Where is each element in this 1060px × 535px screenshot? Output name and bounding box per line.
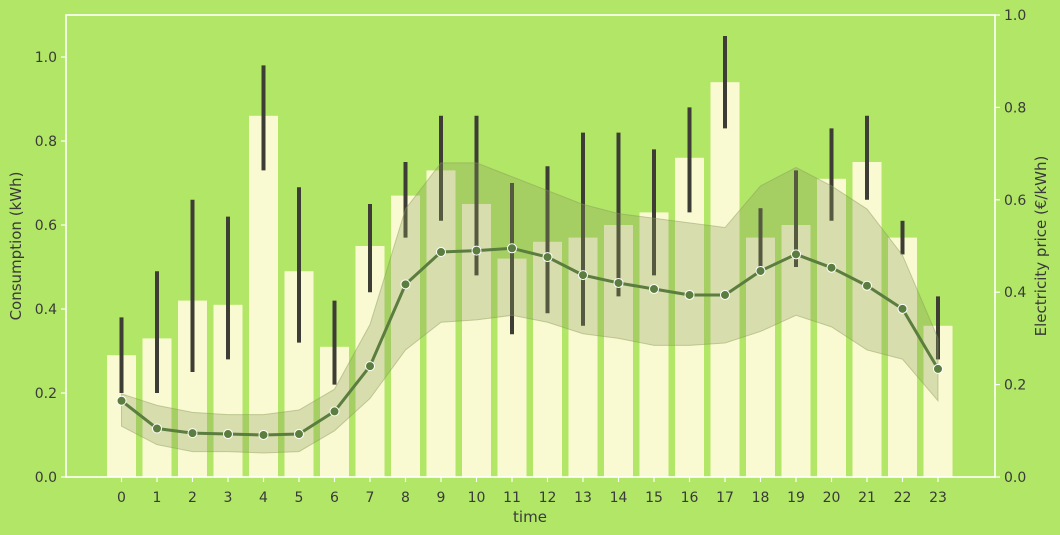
bar [426,170,456,477]
bar [817,178,846,478]
price-point [400,279,411,290]
y2-tick-label: 0.4 [1004,285,1026,301]
y-tick-label: 0.6 [35,218,57,234]
x-tick-label: 13 [574,490,592,506]
x-axis-label: time [513,508,547,526]
bar [852,162,882,477]
x-tick-label: 23 [929,490,947,506]
price-line [120,246,940,437]
y2-tick-label: 0.2 [1004,378,1026,394]
price-point [294,429,304,440]
x-tick-label: 18 [752,490,770,506]
y-tick-label: 0.2 [35,386,57,402]
y-tick-label: 0.4 [35,302,57,318]
price-point [684,289,695,300]
bar [710,82,740,477]
x-tick-label: 10 [468,490,486,506]
x-tick-label: 12 [539,490,557,506]
price-point [613,277,624,288]
x-axis: 0 1 2 3 4 5 6 7 8 9 10 11 12 13 14 15 16 17 18 19 20 21 22 23 [117,477,947,506]
x-tick-label: 4 [259,490,268,506]
x-tick-label: 17 [716,490,734,506]
x-tick-label: 21 [858,490,876,506]
y-axis-label-right: Electricity price (€/kWh) [1032,156,1050,337]
bar [888,237,917,477]
x-tick-label: 19 [787,490,805,506]
y-axis-left: 0.0 0.2 0.4 0.6 0.8 1.0 [35,50,66,486]
x-tick-label: 20 [823,490,841,506]
y2-tick-label: 1.0 [1004,8,1026,24]
price-point [755,265,766,276]
x-tick-label: 14 [610,490,628,506]
x-tick-label: 6 [330,490,339,506]
price-point [329,406,340,417]
price-point [542,252,553,263]
price-point [436,247,446,258]
x-tick-label: 11 [503,490,521,506]
y-tick-label: 0.0 [35,470,57,486]
price-point [507,243,517,254]
price-point [471,245,482,256]
x-tick-label: 9 [437,490,446,506]
price-point [897,303,908,314]
y-tick-label: 0.8 [35,134,57,150]
price-point [152,423,162,434]
confidence-band [121,162,939,454]
bars-layer [107,82,953,478]
price-point [826,262,837,273]
price-point [187,428,198,439]
price-point [720,289,730,300]
price-point [862,280,872,291]
plot-frame [65,14,996,478]
axes-frame [65,14,996,478]
price-line-layer [116,243,943,440]
x-tick-label: 0 [117,490,126,506]
price-point [365,361,375,372]
error-bars-layer [119,36,940,393]
confidence-band-layer [121,162,939,454]
price-point [649,283,659,294]
y-axis-right: 0.0 0.2 0.4 0.6 0.8 1.0 [995,8,1026,486]
x-tick-label: 16 [681,490,699,506]
price-point [791,249,801,260]
price-point [258,429,269,440]
x-tick-label: 2 [188,490,197,506]
bar [391,195,420,477]
y2-tick-label: 0.8 [1004,100,1026,116]
y-tick-label: 1.0 [35,50,57,66]
y2-tick-label: 0.6 [1004,193,1026,209]
price-point [578,270,588,281]
y-axis-label-left: Consumption (kWh) [7,172,25,321]
bar [249,115,278,478]
x-tick-label: 8 [401,490,410,506]
x-tick-label: 5 [295,490,304,506]
x-tick-label: 1 [153,490,162,506]
x-tick-label: 15 [645,490,663,506]
x-tick-label: 7 [366,490,375,506]
price-point [223,429,233,440]
y2-tick-label: 0.0 [1004,470,1026,486]
price-point [116,395,127,406]
price-point [933,363,943,374]
x-tick-label: 3 [224,490,233,506]
x-tick-label: 22 [894,490,912,506]
